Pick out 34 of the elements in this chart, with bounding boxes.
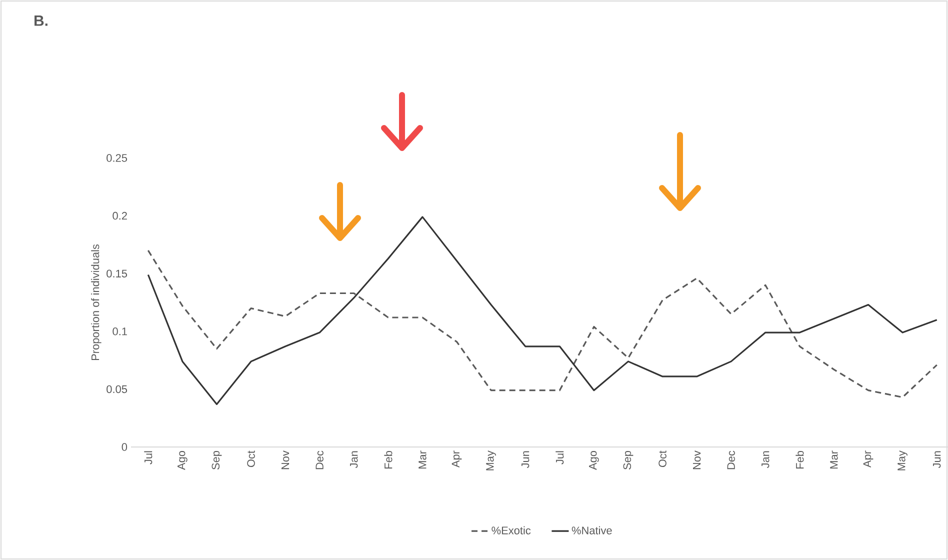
x-tick-label: Jun [522,451,530,468]
y-tick-label: 0.2 [112,212,127,220]
x-tick-label: Apr [863,450,874,468]
y-tick-label: 0.1 [112,328,127,336]
x-tick-label: Oct [658,450,666,468]
x-tick-label: Feb [796,450,804,468]
chart-title: B. [34,16,48,26]
legend-label: %Native [572,526,612,534]
x-tick-label: Mar [418,450,426,468]
x-tick-label: Jan [762,451,770,468]
x-tick-label: Ago [178,450,188,470]
x-tick-label: Apr [452,450,462,468]
x-tick-label: Sep [623,450,634,470]
x-tick-label: Mar [830,450,838,468]
y-tick-label: 0 [122,443,128,451]
x-tick-label: Nov [693,450,701,470]
x-tick-label: Feb [384,450,392,468]
x-tick-label: Jul [144,451,152,464]
y-tick-label: 0.05 [106,385,128,394]
x-tick-label: Dec [316,450,324,470]
x-tick-label: May [486,450,496,470]
x-tick-label: Oct [247,450,255,468]
y-axis-title: Proportion of individuals [91,244,102,360]
x-tick-label: May [898,450,908,470]
legend-label: %Exotic [492,526,531,534]
x-tick-label: Jan [350,451,358,468]
x-tick-label: Jun [933,451,941,468]
y-tick-label: 0.15 [106,270,128,278]
x-tick-label: Sep [212,450,222,470]
x-tick-label: Dec [727,450,735,470]
x-tick-label: Jul [556,451,564,464]
x-tick-label: Nov [282,450,290,470]
x-tick-label: Ago [589,450,599,470]
y-tick-label: 0.25 [106,154,128,162]
